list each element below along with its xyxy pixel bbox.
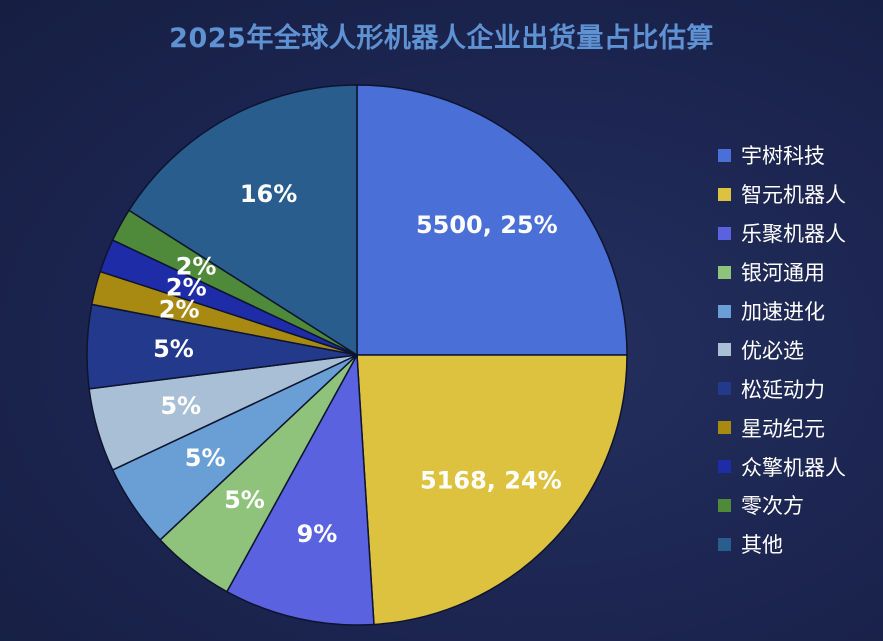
pie-slice-3 (225, 352, 375, 626)
legend-swatch (718, 148, 731, 162)
data-label-2: 5168, 24% (420, 467, 562, 495)
pie-slices (86, 84, 628, 626)
legend-swatch (718, 421, 731, 435)
pie-data-labels: 5500, 25%5168, 24%9%5%5%5%5%2%2%2%16% (153, 180, 562, 548)
legend-swatch (718, 382, 731, 396)
pie-slice-1 (356, 84, 628, 356)
legend-swatch (718, 226, 731, 240)
legend-item: 智元机器人 (718, 175, 878, 214)
legend-item: 优必选 (718, 330, 878, 369)
data-label-10: 2% (176, 253, 217, 281)
legend-swatch (718, 265, 731, 279)
data-label-7: 5% (153, 335, 194, 363)
legend-label: 智元机器人 (741, 183, 846, 208)
legend-swatch (718, 304, 731, 318)
legend-swatch (718, 460, 731, 474)
legend-item: 松延动力 (718, 369, 878, 408)
data-label-6: 5% (160, 392, 201, 420)
legend-label: 乐聚机器人 (741, 222, 846, 247)
legend: 宇树科技智元机器人乐聚机器人银河通用加速进化优必选松延动力星动纪元众擎机器人零次… (718, 136, 878, 564)
legend-swatch (718, 343, 731, 357)
legend-swatch (718, 537, 731, 551)
data-label-5: 5% (185, 444, 226, 472)
legend-item: 宇树科技 (718, 136, 878, 175)
legend-item: 星动纪元 (718, 408, 878, 447)
legend-label: 银河通用 (741, 261, 825, 286)
legend-label: 加速进化 (741, 300, 825, 324)
pie-slice-2 (356, 354, 628, 626)
legend-swatch (718, 187, 731, 201)
legend-swatch (718, 498, 731, 512)
legend-item: 零次方 (718, 486, 878, 525)
legend-label: 星动纪元 (741, 416, 825, 441)
data-label-8: 2% (159, 295, 200, 323)
legend-label: 其他 (741, 533, 783, 558)
legend-label: 零次方 (741, 494, 804, 519)
legend-item: 乐聚机器人 (718, 214, 878, 253)
legend-label: 松延动力 (741, 377, 825, 402)
legend-item: 银河通用 (718, 253, 878, 292)
data-label-3: 9% (297, 520, 338, 548)
data-label-1: 5500, 25% (416, 211, 558, 239)
pie-slice-11 (127, 84, 358, 357)
legend-item: 众擎机器人 (718, 447, 878, 486)
legend-item: 加速进化 (718, 292, 878, 331)
legend-label: 众擎机器人 (741, 455, 846, 480)
data-label-4: 5% (224, 486, 265, 514)
legend-item: 其他 (718, 525, 878, 564)
data-label-11: 16% (240, 180, 297, 208)
data-label-9: 2% (166, 273, 207, 301)
chart-title: 2025年全球人形机器人企业出货量占比估算 (169, 23, 714, 54)
legend-label: 优必选 (741, 338, 804, 363)
legend-label: 宇树科技 (741, 144, 825, 169)
